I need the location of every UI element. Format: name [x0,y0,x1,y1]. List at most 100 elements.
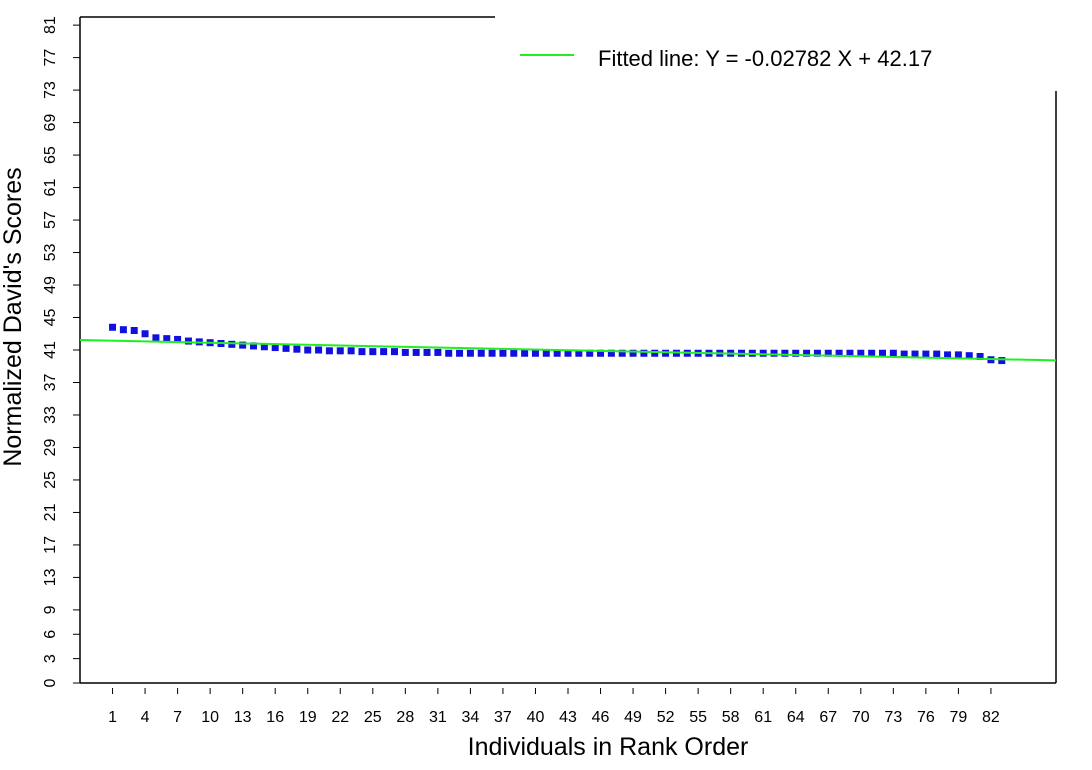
y-tick-label: 57 [42,211,59,229]
x-tick-label: 16 [266,709,284,726]
data-point [271,344,279,352]
x-tick-label: 28 [396,709,414,726]
x-tick-label: 58 [722,709,740,726]
data-point [390,348,398,356]
y-tick-label: 6 [42,630,59,639]
x-tick-label: 46 [592,709,610,726]
data-point [325,347,333,355]
data-point [878,349,886,357]
x-tick-label: 4 [141,709,150,726]
y-tick-label: 61 [42,179,59,197]
data-point [607,349,615,357]
data-point [412,348,420,356]
data-point [640,349,648,357]
data-point [781,349,789,357]
data-point [369,348,377,356]
data-point [521,349,529,357]
data-point [109,323,117,331]
data-point [119,326,127,334]
x-tick-label: 22 [331,709,349,726]
data-point [456,349,464,357]
y-tick-label: 81 [42,16,59,34]
x-axis-title: Individuals in Rank Order [468,733,749,761]
data-point [152,334,160,342]
x-tick-label: 79 [950,709,968,726]
y-tick-label: 13 [42,568,59,586]
data-point [835,349,843,357]
data-point [315,346,323,354]
data-point [499,349,507,357]
data-point [965,352,973,360]
data-point [651,349,659,357]
x-tick-label: 55 [689,709,707,726]
data-point [510,349,518,357]
data-point [477,349,485,357]
x-tick-label: 34 [462,709,480,726]
data-point [293,345,301,353]
x-tick-label: 76 [917,709,935,726]
x-tick-label: 10 [201,709,219,726]
data-point [228,340,236,348]
y-tick-label: 41 [42,341,59,359]
x-tick-label: 49 [624,709,642,726]
data-point [445,349,453,357]
data-point [401,348,409,356]
y-tick-label: 45 [42,309,59,327]
data-point [900,350,908,358]
x-tick-label: 37 [494,709,512,726]
data-point [868,349,876,357]
data-point [130,327,138,335]
data-point [466,349,474,357]
y-tick-label: 9 [42,605,59,614]
y-tick-label: 53 [42,244,59,262]
y-tick-label: 21 [42,503,59,521]
y-tick-label: 33 [42,406,59,424]
data-point [564,349,572,357]
y-tick-label: 0 [42,678,59,687]
y-tick-label: 69 [42,114,59,132]
data-point [813,349,821,357]
x-tick-label: 25 [364,709,382,726]
data-point [759,349,767,357]
data-point [911,350,919,358]
data-point [423,348,431,356]
y-tick-label: 73 [42,81,59,99]
x-tick-label: 1 [108,709,117,726]
data-point [770,349,778,357]
x-tick-label: 73 [884,709,902,726]
x-tick-label: 13 [234,709,252,726]
x-tick-label: 31 [429,709,447,726]
y-tick-label: 77 [42,49,59,67]
legend-fit-label: Fitted line: Y = -0.02782 X + 42.17 [598,46,932,71]
x-tick-label: 70 [852,709,870,726]
y-tick-label: 65 [42,146,59,164]
data-point [586,349,594,357]
data-point [304,346,312,354]
y-tick-label: 37 [42,373,59,391]
data-point [976,352,984,360]
data-point [857,349,865,357]
y-tick-label: 29 [42,438,59,456]
data-point [358,348,366,356]
data-point [282,344,290,352]
x-tick-label: 7 [173,709,182,726]
data-point [998,357,1006,365]
data-point [184,337,192,345]
data-point [846,349,854,357]
data-point [542,349,550,357]
data-point [954,351,962,359]
data-point [803,349,811,357]
data-point [889,349,897,357]
y-axis-title: Normalized David's Scores [0,167,27,466]
x-tick-label: 82 [982,709,1000,726]
x-axis: 1 4 7 10 13 16 19 22 25 28 31 34 37 40 43 46 49 52 55 58 61 6… [108,688,1000,726]
x-tick-label: 40 [527,709,545,726]
data-point [163,335,171,343]
x-tick-label: 19 [299,709,317,726]
data-point [380,348,388,356]
x-tick-label: 43 [559,709,577,726]
x-tick-label: 52 [657,709,675,726]
data-point [618,349,626,357]
data-point [531,349,539,357]
